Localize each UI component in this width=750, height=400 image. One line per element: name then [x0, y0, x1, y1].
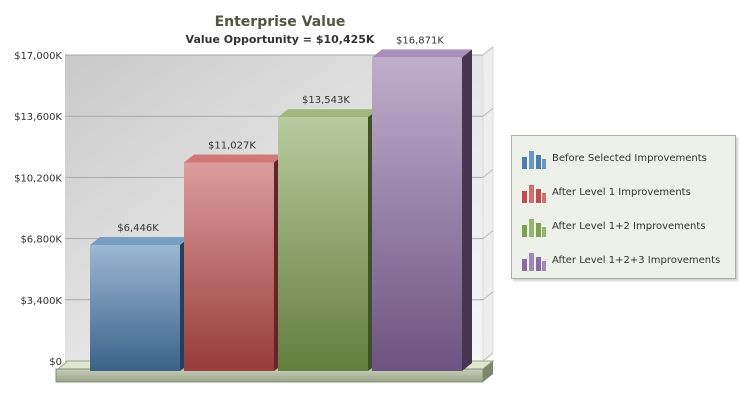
- bar: [184, 162, 274, 371]
- gridline-side: [482, 352, 494, 362]
- data-label: $16,871K: [396, 35, 444, 46]
- gridline-side: [482, 169, 494, 178]
- legend-item: After Level 1+2 Improvements: [520, 214, 706, 238]
- y-tick-label: $6,800K: [20, 235, 62, 246]
- bar-chart-icon: [522, 219, 546, 237]
- data-label: $13,543K: [302, 95, 350, 106]
- bar-chart-icon: [522, 185, 546, 203]
- legend-label: After Level 1+2 Improvements: [552, 220, 706, 232]
- bar-side: [462, 49, 472, 372]
- legend-item: After Level 1+2+3 Improvements: [520, 248, 720, 272]
- y-tick-label: $10,200K: [14, 173, 62, 184]
- y-tick-label: $3,400K: [20, 296, 62, 307]
- bar-top: [372, 49, 472, 58]
- bar: [278, 117, 368, 371]
- legend-label: Before Selected Improvements: [552, 152, 707, 164]
- chart-legend: Before Selected Improvements After Level …: [511, 135, 736, 279]
- data-label: $6,446K: [117, 223, 159, 234]
- gridline-side: [482, 46, 494, 56]
- data-label: $11,027K: [208, 141, 256, 152]
- bar-top: [278, 109, 378, 118]
- plot-side-wall: [482, 45, 494, 363]
- legend-item: After Level 1 Improvements: [520, 180, 691, 204]
- y-tick-label: $17,000K: [14, 51, 62, 62]
- gridline-side: [482, 107, 494, 117]
- bar: [372, 57, 462, 372]
- chart-title: Enterprise Value: [214, 14, 346, 30]
- y-tick-label: $13,600K: [14, 112, 62, 123]
- floor-side: [483, 361, 493, 382]
- bar-chart-icon: [522, 253, 546, 271]
- bar-top: [90, 236, 190, 245]
- y-tick-label: $0: [49, 357, 62, 368]
- bar-chart-icon: [522, 151, 546, 169]
- chart-subtitle: Value Opportunity = $10,425K: [185, 33, 375, 46]
- legend-item: Before Selected Improvements: [520, 146, 707, 170]
- bar: [90, 244, 180, 371]
- legend-label: After Level 1+2+3 Improvements: [552, 254, 721, 266]
- bar-top: [184, 154, 284, 163]
- gridline-side: [482, 230, 494, 239]
- legend-label: After Level 1 Improvements: [552, 186, 691, 198]
- gridline-side: [482, 291, 494, 301]
